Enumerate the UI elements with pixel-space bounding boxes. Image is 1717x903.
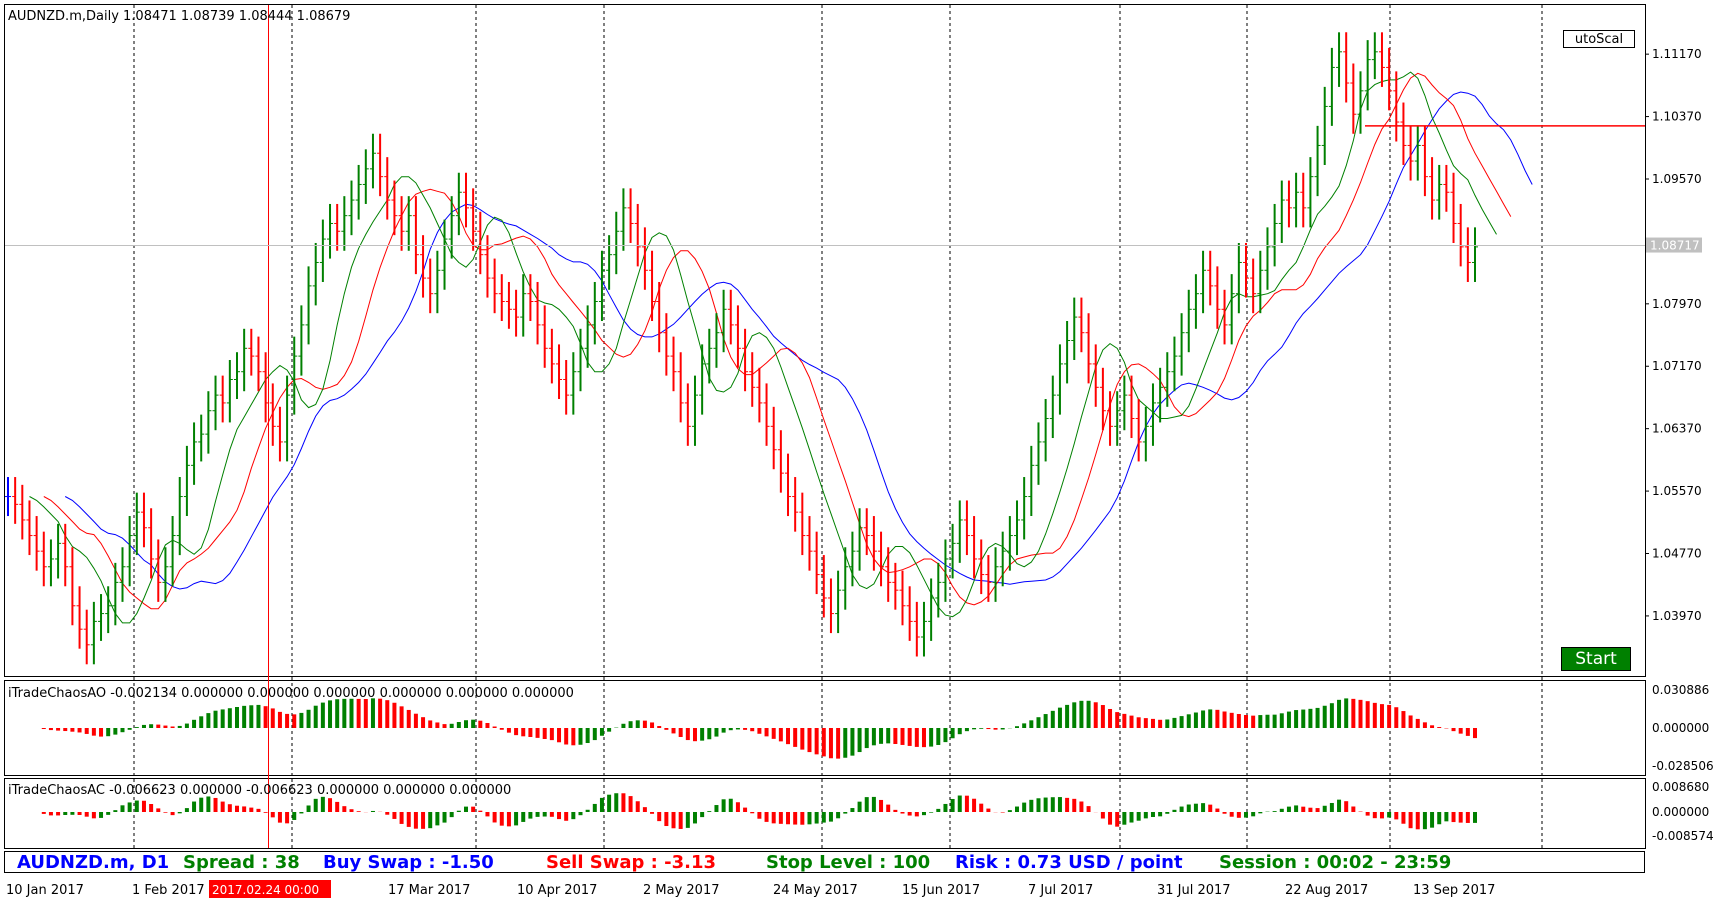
ac-axis-label: 0.000000 bbox=[1652, 805, 1709, 819]
status-session: Session : 00:02 - 23:59 bbox=[1219, 852, 1452, 873]
price-axis: 1.11170 1.10370 1.09570 1.08717 1.07970 1.071… bbox=[1645, 47, 1714, 843]
main-title: AUDNZD.m,Daily 1.08471 1.08739 1.08444 1… bbox=[8, 9, 350, 24]
price-axis-label: 1.07170 bbox=[1652, 359, 1702, 373]
alligator-lines bbox=[29, 71, 1533, 624]
date-label: 17 Mar 2017 bbox=[388, 883, 470, 898]
crosshair-date-tag: 2017.02.24 00:00 bbox=[209, 880, 331, 898]
date-label: 7 Jul 2017 bbox=[1028, 883, 1093, 898]
status-buy-swap: Buy Swap : -1.50 bbox=[323, 852, 494, 873]
ac-panel-frame bbox=[4, 778, 1646, 849]
ao-axis-label: -0.028506 bbox=[1652, 759, 1714, 773]
price-axis-label: 1.10370 bbox=[1652, 110, 1702, 124]
alligator-teeth bbox=[43, 72, 1512, 610]
price-axis-label: 1.03970 bbox=[1652, 609, 1702, 623]
price-axis-label: 1.06370 bbox=[1652, 422, 1702, 436]
date-label: 15 Jun 2017 bbox=[902, 883, 980, 898]
current-price-label: 1.08717 bbox=[1650, 239, 1700, 253]
ac-axis-label: 0.008680 bbox=[1652, 780, 1709, 794]
ac-axis-label: -0.008574 bbox=[1652, 829, 1714, 843]
price-axis-label: 1.09570 bbox=[1652, 172, 1702, 186]
price-axis-label: 1.05570 bbox=[1652, 484, 1702, 498]
date-label: 24 May 2017 bbox=[773, 883, 858, 898]
price-axis-label: 1.07970 bbox=[1652, 297, 1702, 311]
crosshair-date: 2017.02.24 00:00 bbox=[212, 883, 319, 897]
time-axis: 10 Jan 2017 1 Feb 2017 17 Mar 2017 10 Apr 2… bbox=[6, 883, 1495, 898]
auto-scale-button[interactable]: utoScal bbox=[1563, 30, 1635, 48]
status-spread: Spread : 38 bbox=[183, 852, 300, 873]
ac-title: iTradeChaosAC -0.006623 0.000000 -0.0066… bbox=[8, 783, 511, 798]
price-axis-label: 1.11170 bbox=[1652, 47, 1702, 61]
date-label: 10 Apr 2017 bbox=[517, 883, 597, 898]
main-panel-frame bbox=[4, 4, 1646, 677]
price-bars bbox=[5, 32, 1478, 665]
status-sell-swap: Sell Swap : -3.13 bbox=[546, 852, 717, 873]
ac-histogram bbox=[41, 793, 1477, 830]
current-price-tag: 1.08717 bbox=[1646, 237, 1702, 253]
status-symbol: AUDNZD.m, D1 bbox=[17, 852, 170, 873]
price-axis-label: 1.04770 bbox=[1652, 547, 1702, 561]
ao-axis-label: 0.000000 bbox=[1652, 721, 1709, 735]
date-label: 13 Sep 2017 bbox=[1413, 883, 1495, 898]
date-label: 1 Feb 2017 bbox=[132, 883, 205, 898]
alligator-lips bbox=[29, 71, 1497, 624]
status-bar: AUDNZD.m, D1 Spread : 38 Buy Swap : -1.5… bbox=[4, 851, 1645, 873]
ao-title: iTradeChaosAO -0.002134 0.000000 0.00000… bbox=[8, 686, 574, 701]
status-risk: Risk : 0.73 USD / point bbox=[955, 852, 1183, 873]
ao-axis-label: 0.030886 bbox=[1652, 683, 1709, 697]
date-label: 22 Aug 2017 bbox=[1285, 883, 1368, 898]
alligator-jaw bbox=[64, 91, 1533, 590]
ao-histogram bbox=[41, 698, 1477, 759]
status-stop-level: Stop Level : 100 bbox=[766, 852, 931, 873]
date-label: 31 Jul 2017 bbox=[1157, 883, 1231, 898]
start-button[interactable]: Start bbox=[1561, 647, 1631, 671]
ao-panel-frame bbox=[4, 680, 1646, 776]
date-label: 2 May 2017 bbox=[643, 883, 720, 898]
date-label: 10 Jan 2017 bbox=[6, 883, 84, 898]
